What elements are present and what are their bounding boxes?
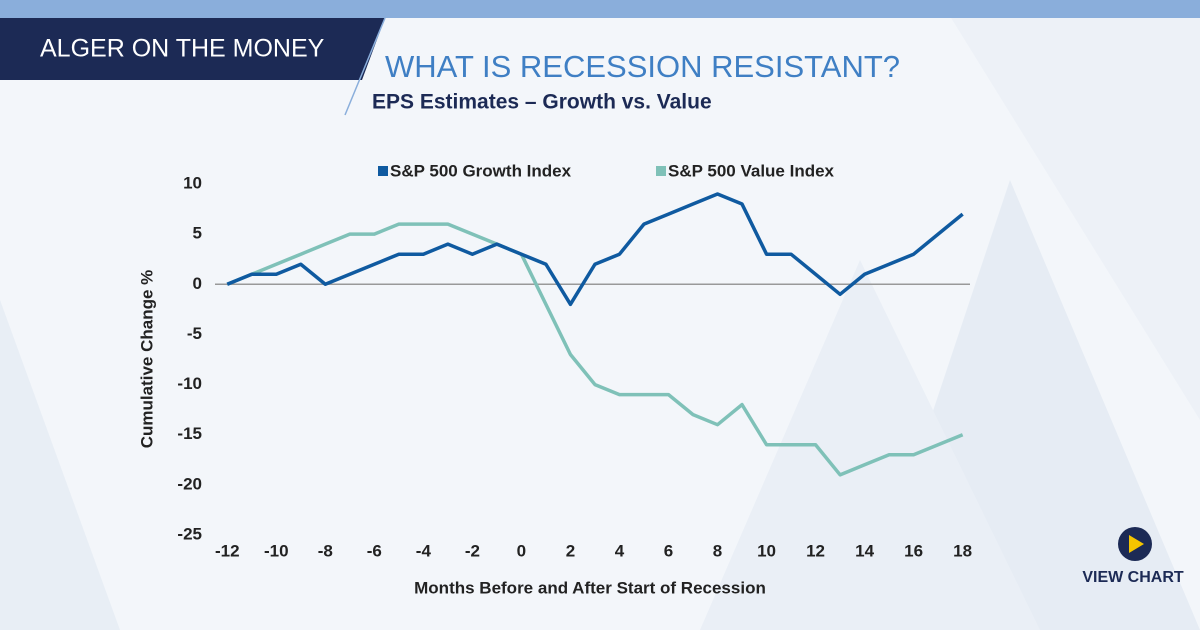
button-play[interactable] [1129,535,1144,553]
series-line [226,192,964,307]
x-tick-label: 2 [566,541,575,560]
x-tick-label: 16 [904,541,923,560]
x-tick-label: 10 [757,541,776,560]
x-tick-label: -4 [416,541,432,560]
chart-title: WHAT IS RECESSION RESISTANT? [385,49,900,84]
y-tick-label: -5 [187,324,202,343]
x-tick-label: 8 [713,541,722,560]
x-tick-label: 18 [953,541,972,560]
x-tick-label: -8 [318,541,333,560]
y-tick-label: -15 [177,424,202,443]
series-line [226,222,964,477]
y-tick-label: 0 [193,274,202,293]
y-axis-label: Cumulative Change % [137,270,156,449]
x-tick-label: 14 [855,541,874,560]
x-tick-label: -6 [367,541,382,560]
x-tick-label: 0 [517,541,526,560]
x-tick-label: -2 [465,541,480,560]
y-tick-label: -10 [177,374,202,393]
chart-subtitle: EPS Estimates – Growth vs. Value [372,91,712,114]
legend-swatch [656,166,666,176]
brand: ALGER ON THE MONEY [40,35,325,63]
x-tick-label: -12 [215,541,240,560]
button-label[interactable]: VIEW CHART [1082,569,1184,586]
x-tick-label: -10 [264,541,289,560]
y-tick-label: -20 [177,474,202,493]
y-tick-label: 10 [183,173,202,192]
y-tick-label: -25 [177,524,202,543]
x-tick-label: 4 [615,541,625,560]
view-chart-button[interactable]: VIEW CHART [1082,527,1184,586]
x-axis-label: Months Before and After Start of Recessi… [414,578,766,597]
y-tick-label: 5 [193,224,202,243]
legend-swatch [378,166,388,176]
legend-label: S&P 500 Growth Index [390,161,572,180]
legend-label: S&P 500 Value Index [668,161,835,180]
x-tick-label: 6 [664,541,673,560]
x-tick-label: 12 [806,541,825,560]
